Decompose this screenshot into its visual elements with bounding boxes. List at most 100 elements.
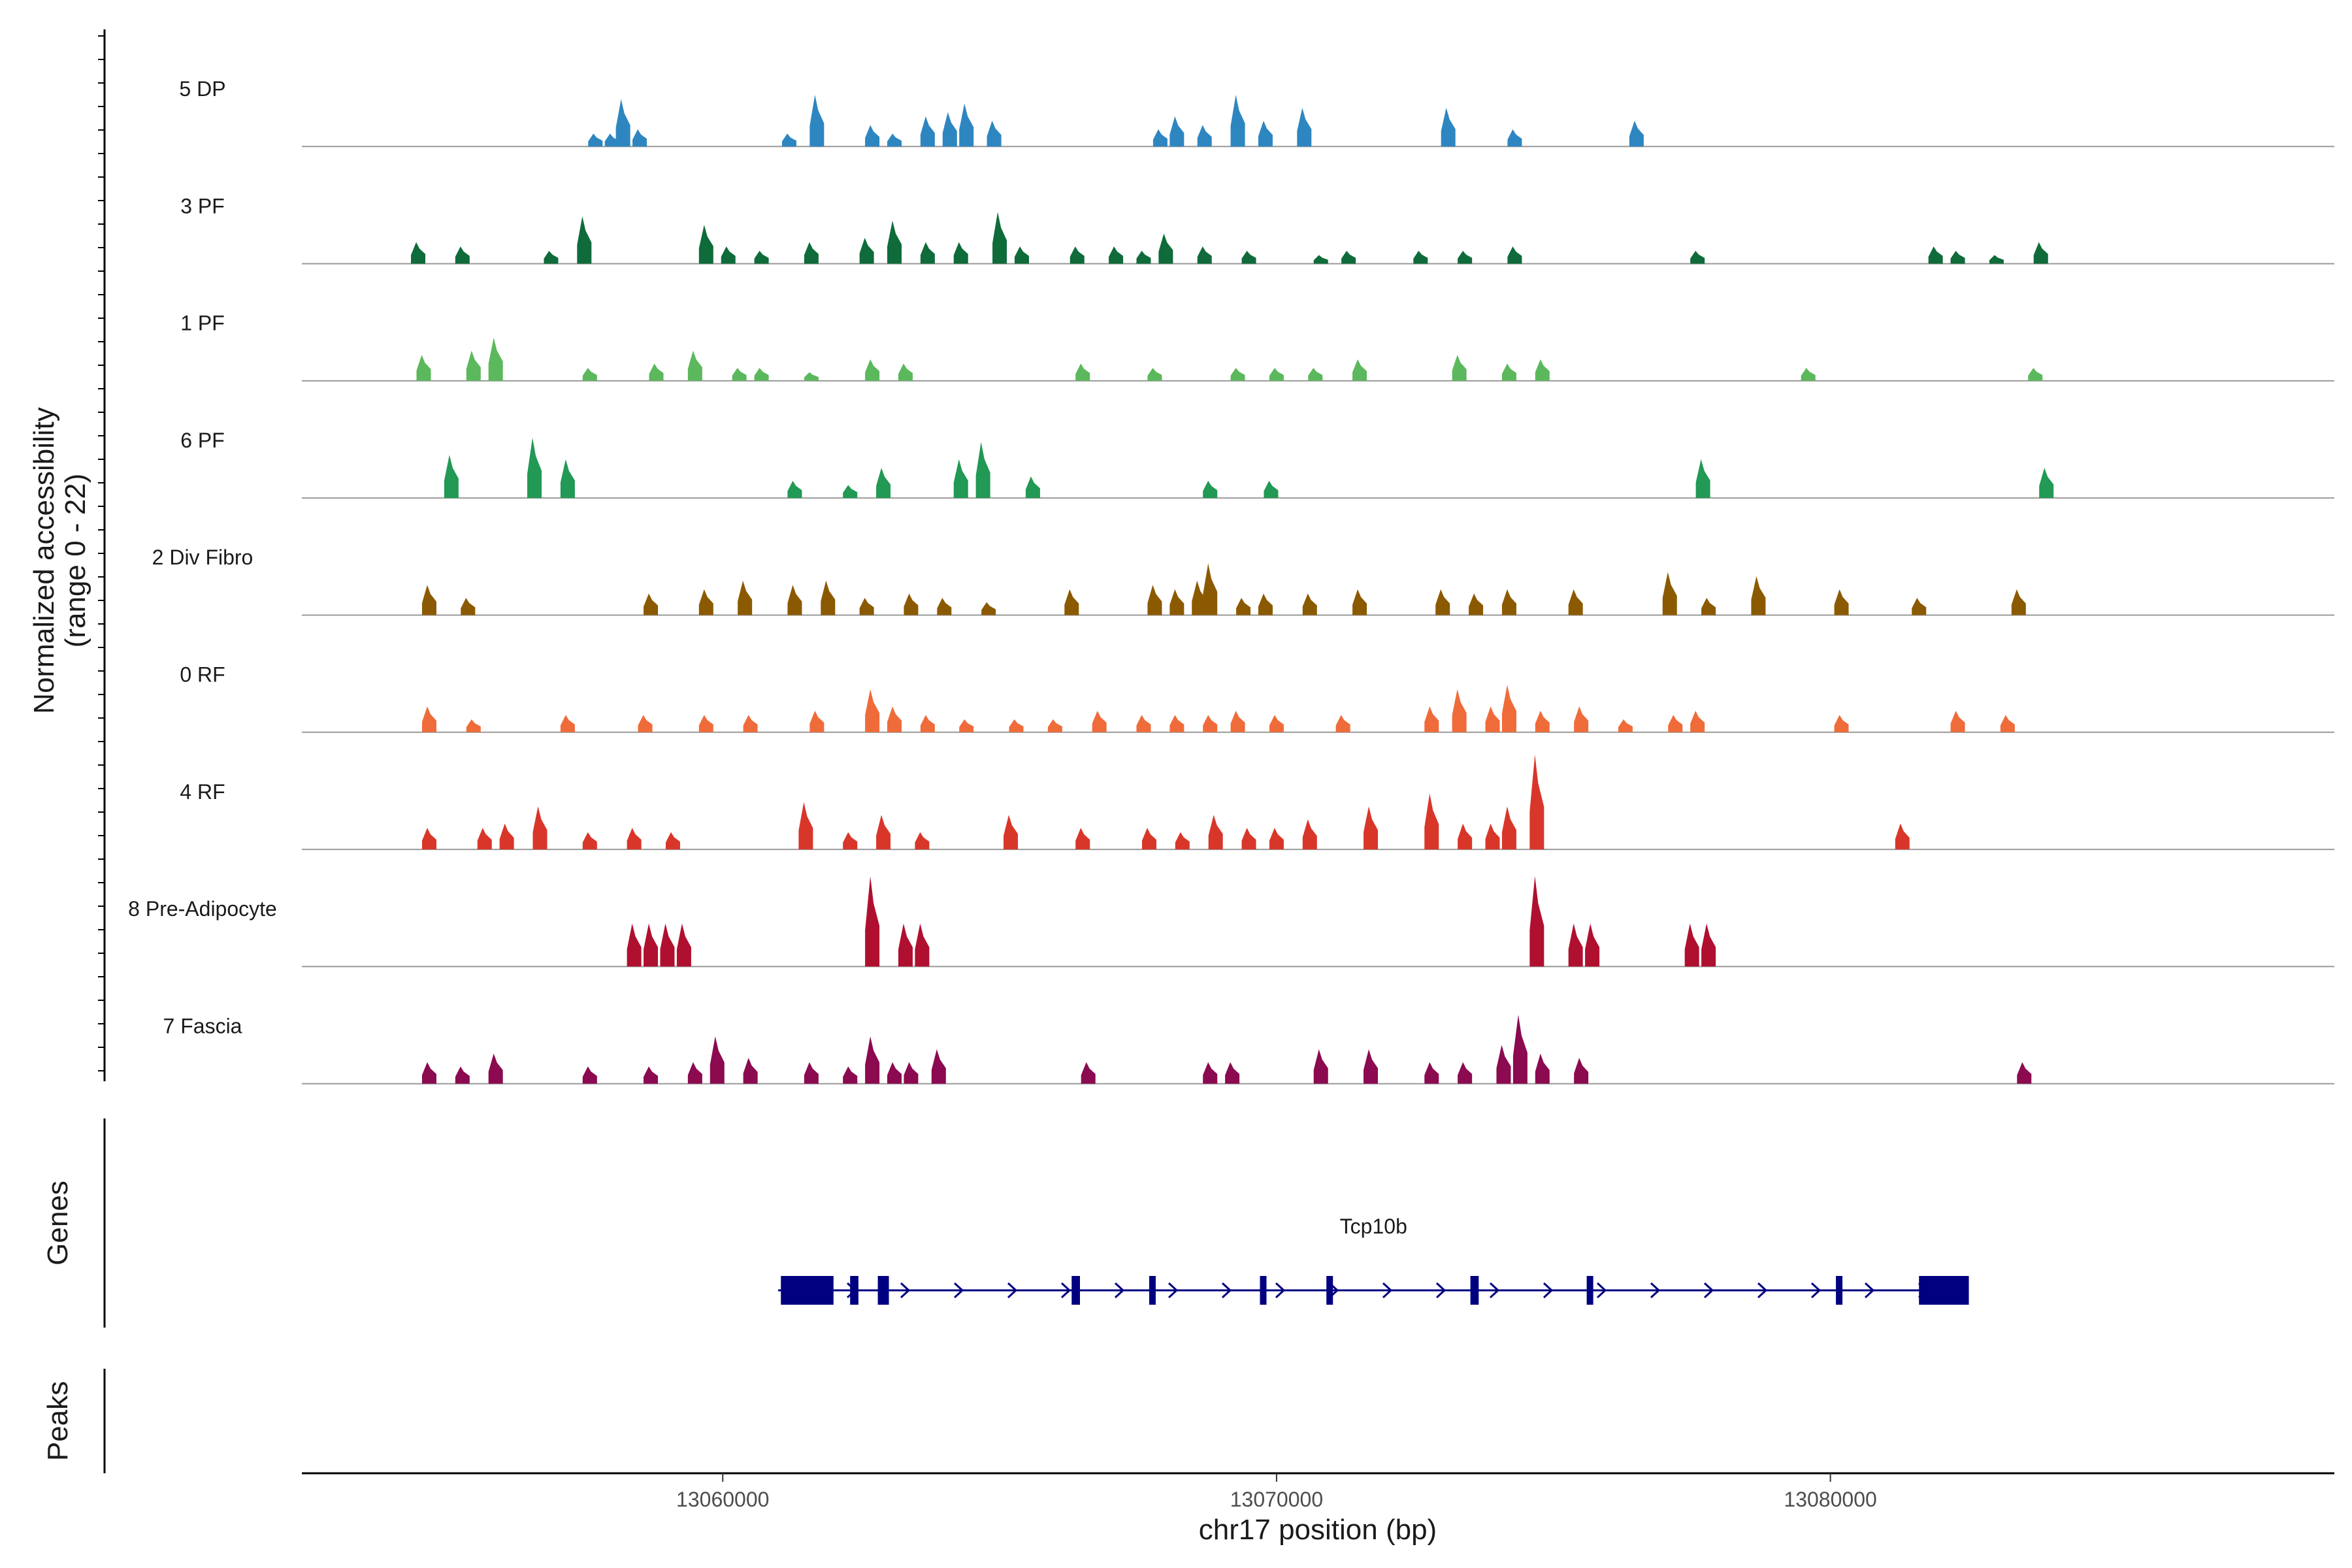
coverage-peak	[644, 923, 659, 967]
coverage-peak	[1364, 1049, 1379, 1084]
track-6-pf: 6 PF	[180, 429, 2334, 499]
coverage-peak	[1092, 710, 1107, 732]
coverage-peak	[1269, 828, 1284, 850]
coverage-peak	[887, 706, 902, 732]
coverage-peak	[1928, 246, 1943, 264]
coverage-peak	[887, 220, 902, 264]
coverage-peak	[915, 832, 930, 850]
coverage-peak	[1269, 715, 1284, 732]
coverage-peak	[1192, 580, 1207, 615]
coverage-peak	[865, 689, 880, 732]
coverage-peak	[1535, 710, 1550, 732]
coverage-peak	[1413, 250, 1428, 264]
coverage-peak	[887, 1062, 902, 1084]
coverage-peak	[488, 1053, 503, 1084]
coverage-peak	[1574, 706, 1589, 732]
coverage-peak	[887, 133, 902, 147]
coverage-peak	[787, 585, 802, 615]
coverage-peak	[698, 589, 713, 615]
coverage-peak	[981, 602, 996, 615]
coverage-peak	[781, 133, 796, 147]
y-axis-title-line1: Normalized accessibility	[28, 407, 60, 713]
coverage-peak	[1241, 828, 1256, 850]
coverage-peak	[1801, 368, 1816, 381]
coverage-peak	[1618, 719, 1633, 732]
coverage-peak	[421, 1062, 436, 1084]
coverage-peak	[732, 368, 747, 381]
coverage-peak	[904, 1062, 919, 1084]
coverage-peak	[1507, 129, 1522, 147]
gene-exon	[1071, 1276, 1080, 1305]
coverage-peak	[1950, 710, 1965, 732]
coverage-peak	[1662, 572, 1677, 615]
coverage-peak	[1169, 589, 1184, 615]
gene-exon	[877, 1276, 889, 1305]
coverage-peak	[798, 802, 813, 850]
strand-arrow	[1757, 1282, 1768, 1299]
coverage-peak	[455, 1066, 470, 1084]
coverage-peak	[2033, 242, 2048, 264]
track-4-rf: 4 RF	[180, 755, 2334, 851]
coverage-peak	[588, 133, 603, 147]
coverage-peak	[1568, 923, 1583, 967]
coverage-peak	[421, 828, 436, 850]
coverage-peak	[1568, 589, 1583, 615]
coverage-peak	[1485, 706, 1500, 732]
x-tick-label: 13060000	[676, 1488, 769, 1511]
peaks-panel-title: Peaks	[42, 1381, 74, 1461]
coverage-peak	[1081, 1062, 1096, 1084]
coverage-peak	[1014, 246, 1029, 264]
coverage-peak	[1352, 589, 1367, 615]
coverage-peak	[1352, 359, 1367, 381]
coverage-peak	[1690, 710, 1705, 732]
coverage-peak	[1485, 823, 1500, 850]
coverage-peak	[1203, 563, 1218, 615]
coverage-peak	[1208, 815, 1223, 850]
coverage-peak	[532, 806, 547, 850]
coverage-peak	[1441, 107, 1456, 147]
strand-arrow	[1543, 1282, 1554, 1299]
gene-exon	[1470, 1276, 1479, 1305]
coverage-peak	[1109, 246, 1124, 264]
coverage-peak	[931, 1049, 946, 1084]
x-tick-label: 13070000	[1230, 1488, 1323, 1511]
coverage-peak	[1341, 250, 1356, 264]
coverage-peak	[809, 710, 825, 732]
coverage-peak	[859, 238, 874, 264]
coverage-peak	[865, 1036, 880, 1084]
track-label: 6 PF	[180, 429, 225, 452]
coverage-peak	[1989, 255, 2004, 264]
coverage-peak	[1424, 706, 1439, 732]
coverage-peak	[1950, 250, 1965, 264]
coverage-peak	[665, 832, 680, 850]
track-3-pf: 3 PF	[180, 194, 2334, 265]
coverage-peak	[477, 828, 492, 850]
coverage-peak	[809, 95, 825, 147]
coverage-peak	[754, 368, 769, 381]
coverage-peak	[544, 250, 559, 264]
coverage-peak	[987, 120, 1002, 147]
coverage-peak	[1236, 598, 1251, 615]
coverage-peak	[1197, 246, 1212, 264]
coverage-peak	[953, 242, 968, 264]
coverage-peak	[499, 823, 514, 850]
strand-arrow	[1596, 1282, 1607, 1299]
coverage-peak	[1684, 923, 1699, 967]
coverage-peak	[1501, 589, 1516, 615]
coverage-peak	[787, 480, 802, 498]
coverage-peak	[1009, 719, 1024, 732]
gene-exon	[1919, 1276, 1969, 1305]
coverage-peak	[1469, 593, 1484, 615]
coverage-peak	[743, 1058, 758, 1084]
coverage-peak	[1629, 120, 1644, 147]
coverage-peak	[638, 715, 653, 732]
coverage-peak	[2017, 1062, 2032, 1084]
coverage-peak	[804, 372, 819, 381]
strand-arrow	[1221, 1282, 1232, 1299]
coverage-peak	[421, 585, 436, 615]
gene-exon	[1586, 1276, 1593, 1305]
coverage-peak	[1225, 1062, 1240, 1084]
coverage-peak	[488, 337, 503, 381]
track-label: 0 RF	[180, 663, 225, 687]
coverage-peak	[1147, 585, 1162, 615]
